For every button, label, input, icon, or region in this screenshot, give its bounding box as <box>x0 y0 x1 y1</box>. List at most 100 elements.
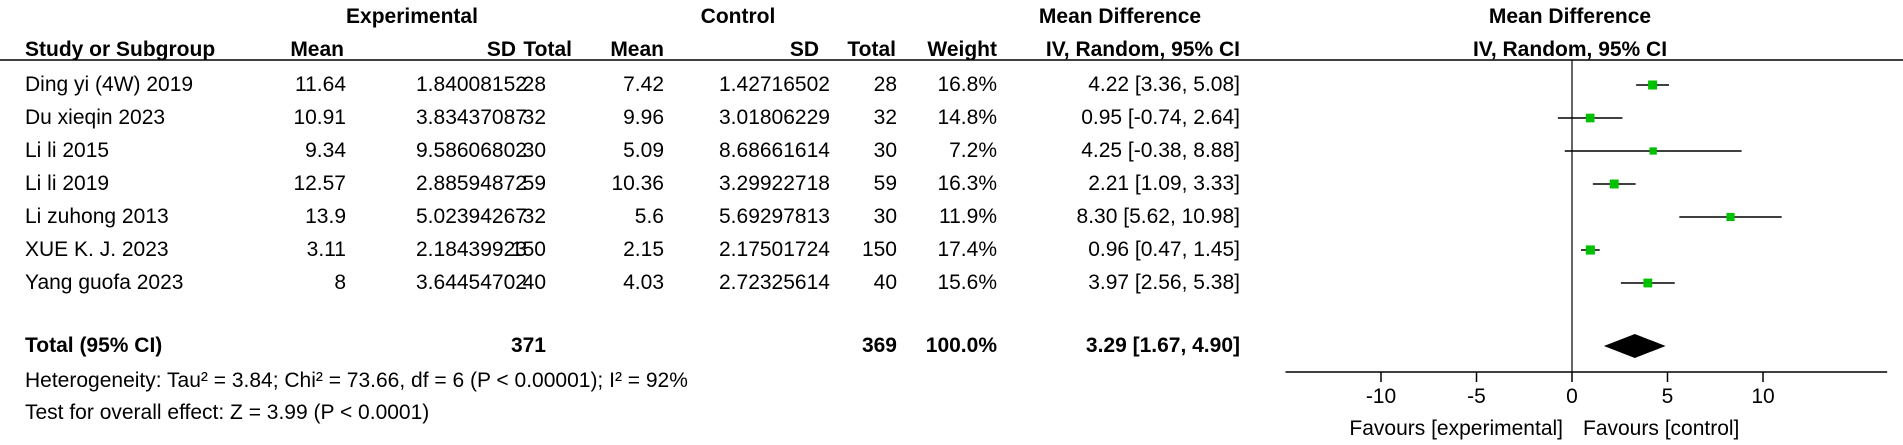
exp-total: 150 <box>510 238 546 261</box>
exp-sd: 9.58606802 <box>416 139 527 162</box>
ctl-total: 32 <box>873 106 897 129</box>
point-marker <box>1643 278 1653 288</box>
ci-text: 0.95 [-0.74, 2.64] <box>1081 106 1240 129</box>
weight: 15.6% <box>937 271 997 294</box>
weight: 16.3% <box>937 172 997 195</box>
exp-total: 32 <box>522 106 546 129</box>
overall-effect-text: Test for overall effect: Z = 3.99 (P < 0… <box>25 401 430 424</box>
header-exp-mean: Mean <box>290 38 344 61</box>
exp-total: 28 <box>522 73 546 96</box>
ci-text: 4.22 [3.36, 5.08] <box>1088 73 1240 96</box>
header-experimental: Experimental <box>346 5 478 28</box>
exp-mean: 8 <box>334 271 346 294</box>
total-weight: 100.0% <box>925 334 997 357</box>
header-ctl-sd: SD <box>789 38 819 61</box>
ci-text: 4.25 [-0.38, 8.88] <box>1081 139 1240 162</box>
study-name: Li li 2019 <box>25 172 110 195</box>
ctl-sd: 3.29922718 <box>719 172 830 195</box>
favours-experimental: Favours [experimental] <box>1349 417 1563 440</box>
ctl-total: 30 <box>873 205 897 228</box>
exp-sd: 2.18439923 <box>416 238 527 261</box>
header-exp-sd: SD <box>486 38 516 61</box>
exp-mean: 12.57 <box>293 172 346 195</box>
ctl-mean: 5.6 <box>634 205 664 228</box>
ctl-total: 30 <box>873 139 897 162</box>
ctl-total: 40 <box>873 271 897 294</box>
point-marker <box>1609 179 1619 189</box>
heterogeneity-text: Heterogeneity: Tau² = 3.84; Chi² = 73.66… <box>25 369 688 392</box>
ctl-total: 150 <box>861 238 897 261</box>
header-plot-group: Mean Difference <box>1488 5 1652 28</box>
exp-total: 30 <box>522 139 546 162</box>
ctl-mean: 9.96 <box>623 106 664 129</box>
total-label: Total (95% CI) <box>25 334 163 357</box>
ctl-sd: 3.01806229 <box>719 106 830 129</box>
weight: 14.8% <box>937 106 997 129</box>
weight: 7.2% <box>949 139 997 162</box>
exp-total: 59 <box>522 172 546 195</box>
favours-control: Favours [control] <box>1583 417 1740 440</box>
point-marker <box>1726 212 1735 222</box>
header-md-group: Mean Difference <box>1038 5 1202 28</box>
plot-marks <box>1285 60 1888 382</box>
ctl-mean: 10.36 <box>611 172 664 195</box>
ctl-sd: 1.42716502 <box>719 73 830 96</box>
x-tick-label: -5 <box>1467 385 1486 408</box>
ctl-mean: 5.09 <box>623 139 664 162</box>
ctl-mean: 4.03 <box>623 271 664 294</box>
pooled-diamond <box>1603 334 1666 358</box>
x-tick-label: 5 <box>1661 385 1674 408</box>
header-plot-method: IV, Random, 95% CI <box>1472 38 1668 61</box>
point-marker <box>1585 113 1595 123</box>
total-exp-total: 371 <box>510 334 546 357</box>
point-marker <box>1585 245 1595 255</box>
header-exp-total: Total <box>523 38 572 61</box>
weight: 16.8% <box>937 73 997 96</box>
header-ctl-mean: Mean <box>610 38 664 61</box>
study-name: Ding yi (4W) 2019 <box>25 73 194 96</box>
exp-sd: 3.64454702 <box>416 271 527 294</box>
x-tick-label: -10 <box>1365 385 1397 408</box>
x-tick-label: 10 <box>1751 385 1775 408</box>
weight: 17.4% <box>937 238 997 261</box>
study-name: Li li 2015 <box>25 139 110 162</box>
ctl-sd: 2.17501724 <box>719 238 830 261</box>
x-tick-label: 0 <box>1566 385 1578 408</box>
exp-total: 32 <box>522 205 546 228</box>
exp-mean: 3.11 <box>306 238 346 261</box>
study-name: XUE K. J. 2023 <box>25 238 169 261</box>
ctl-mean: 7.42 <box>623 73 664 96</box>
exp-total: 40 <box>522 271 546 294</box>
exp-sd: 2.88594872 <box>416 172 527 195</box>
study-name: Yang guofa 2023 <box>25 271 184 294</box>
ctl-total: 59 <box>873 172 897 195</box>
study-name: Du xieqin 2023 <box>25 106 166 129</box>
exp-mean: 10.91 <box>293 106 346 129</box>
header-method: IV, Random, 95% CI <box>1045 38 1240 61</box>
ctl-total: 28 <box>873 73 897 96</box>
ci-text: 3.97 [2.56, 5.38] <box>1088 271 1240 294</box>
ctl-mean: 2.15 <box>623 238 664 261</box>
header-study: Study or Subgroup <box>25 38 216 61</box>
exp-sd: 5.02394267 <box>416 205 527 228</box>
weight: 11.9% <box>939 205 997 228</box>
exp-mean: 13.9 <box>305 205 346 228</box>
point-marker <box>1649 147 1657 155</box>
point-marker <box>1648 80 1658 90</box>
exp-mean: 9.34 <box>305 139 346 162</box>
total-ctl-total: 369 <box>861 334 897 357</box>
ci-text: 0.96 [0.47, 1.45] <box>1088 238 1240 261</box>
ctl-sd: 8.68661614 <box>719 139 830 162</box>
ci-text: 8.30 [5.62, 10.98] <box>1076 205 1240 228</box>
header-ctl-total: Total <box>847 38 896 61</box>
exp-mean: 11.64 <box>295 73 346 96</box>
ctl-sd: 2.72325614 <box>719 271 830 294</box>
exp-sd: 1.84008152 <box>416 73 527 96</box>
header-weight: Weight <box>927 38 997 61</box>
ci-text: 2.21 [1.09, 3.33] <box>1088 172 1240 195</box>
total-ci: 3.29 [1.67, 4.90] <box>1085 334 1240 357</box>
study-name: Li zuhong 2013 <box>25 205 169 228</box>
header-control: Control <box>700 5 776 28</box>
ctl-sd: 5.69297813 <box>719 205 830 228</box>
